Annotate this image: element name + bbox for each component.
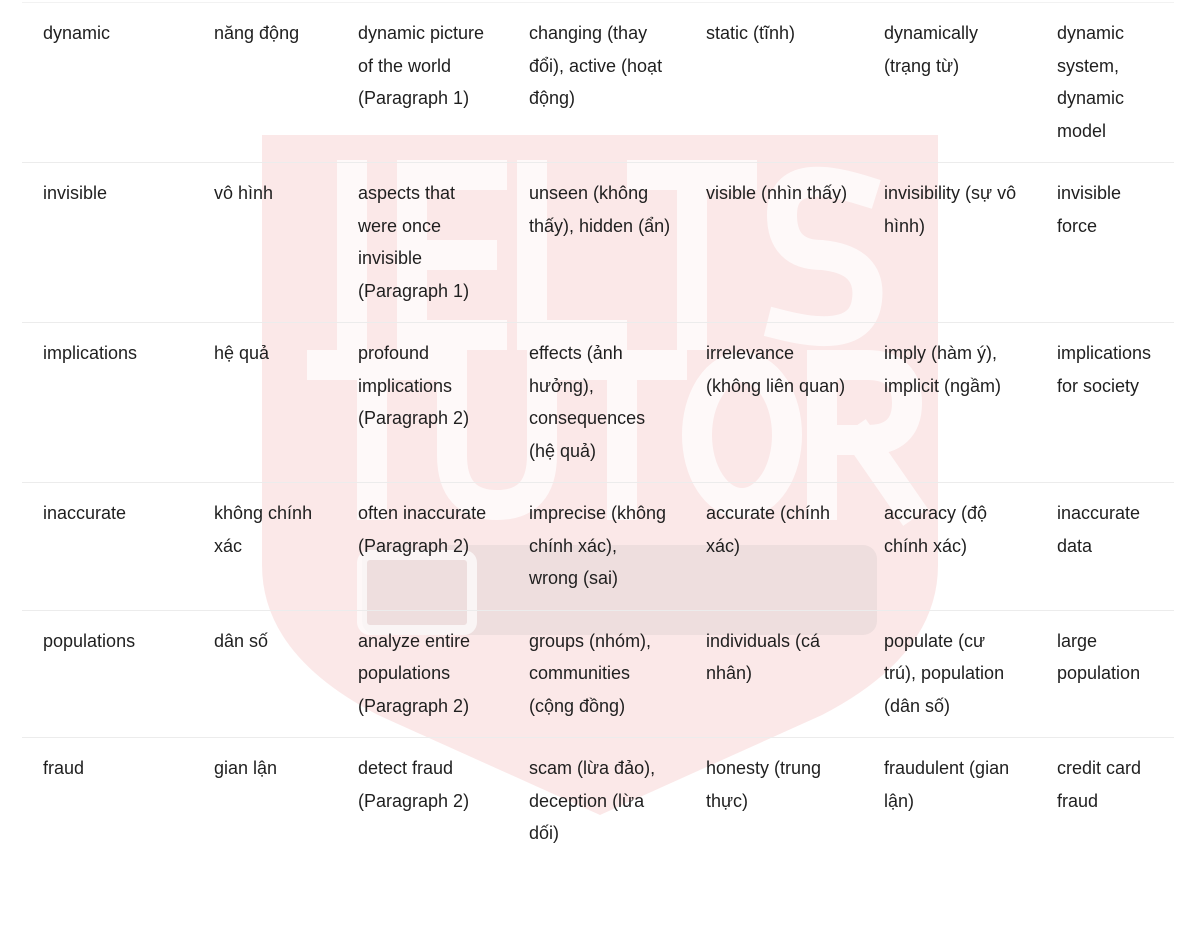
cell-synonyms: changing (thay đổi), active (hoạt động) [508,2,685,163]
cell-context: analyze entire populations (Paragraph 2) [337,609,508,738]
cell-word: inaccurate [22,482,193,610]
cell-collocations: dynamic system, dynamic model [1036,2,1174,163]
cell-context: detect fraud (Paragraph 2) [337,737,508,865]
cell-meaning: vô hình [193,162,337,323]
cell-synonyms: groups (nhóm), communities (cộng đồng) [508,609,685,738]
cell-antonyms: honesty (trung thực) [685,737,863,865]
cell-collocations: credit card fraud [1036,737,1174,865]
cell-word-forms: dynamically (trạng từ) [863,2,1036,163]
cell-word-forms: invisibility (sự vô hình) [863,162,1036,323]
table-row: implications hệ quả profound implications … [22,322,1174,483]
cell-antonyms: static (tĩnh) [685,2,863,163]
cell-antonyms: individuals (cá nhân) [685,609,863,738]
cell-synonyms: scam (lừa đảo), deception (lừa dối) [508,737,685,865]
cell-word: fraud [22,737,193,865]
cell-meaning: gian lận [193,737,337,865]
cell-word-forms: populate (cư trú), population (dân số) [863,609,1036,738]
cell-meaning: dân số [193,609,337,738]
cell-collocations: inaccurate data [1036,482,1174,610]
cell-word-forms: fraudulent (gian lận) [863,737,1036,865]
table-row: dynamic năng động dynamic picture of the w… [22,2,1174,163]
cell-collocations: implications for society [1036,322,1174,483]
cell-context: aspects that were once invisible (Paragr… [337,162,508,323]
cell-context: often inaccurate (Paragraph 2) [337,482,508,610]
vocabulary-table: dynamic năng động dynamic picture of the w… [22,2,1174,865]
cell-word: implications [22,322,193,483]
cell-meaning: hệ quả [193,322,337,483]
cell-word-forms: imply (hàm ý), implicit (ngầm) [863,322,1036,483]
cell-synonyms: effects (ảnh hưởng), consequences (hệ qu… [508,322,685,483]
cell-context: profound implications (Paragraph 2) [337,322,508,483]
cell-antonyms: accurate (chính xác) [685,482,863,610]
table-row: populations dân số analyze entire populati… [22,609,1174,738]
cell-word: dynamic [22,2,193,163]
table-row: fraud gian lận detect fraud (Paragraph 2) s… [22,737,1174,865]
cell-meaning: không chính xác [193,482,337,610]
cell-word: populations [22,609,193,738]
cell-antonyms: visible (nhìn thấy) [685,162,863,323]
cell-antonyms: irrelevance (không liên quan) [685,322,863,483]
cell-collocations: invisible force [1036,162,1174,323]
table-row: invisible vô hình aspects that were once i… [22,162,1174,323]
cell-synonyms: unseen (không thấy), hidden (ẩn) [508,162,685,323]
cell-context: dynamic picture of the world (Paragraph … [337,2,508,163]
cell-collocations: large population [1036,609,1174,738]
cell-word-forms: accuracy (độ chính xác) [863,482,1036,610]
table-row: inaccurate không chính xác often inaccurat… [22,482,1174,610]
cell-meaning: năng động [193,2,337,163]
cell-word: invisible [22,162,193,323]
cell-synonyms: imprecise (không chính xác), wrong (sai) [508,482,685,610]
